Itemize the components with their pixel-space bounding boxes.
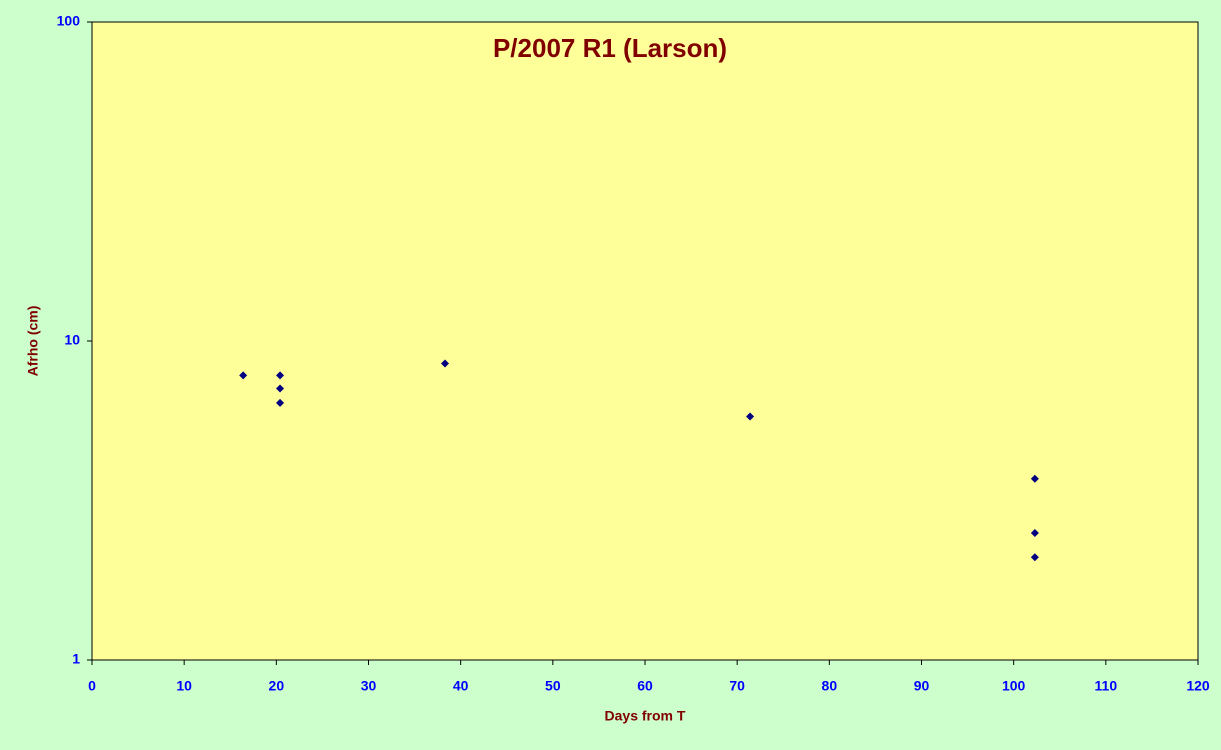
y-tick-label: 10: [64, 332, 80, 348]
data-point: [1030, 529, 1039, 538]
data-point: [276, 371, 285, 380]
x-tick-label: 40: [453, 678, 469, 694]
x-tick-label: 70: [729, 678, 745, 694]
data-point: [440, 359, 449, 368]
x-tick-label: 60: [637, 678, 653, 694]
data-point: [1030, 474, 1039, 483]
x-tick-label: 110: [1095, 678, 1118, 694]
x-tick-label: 100: [1002, 678, 1026, 694]
y-tick-label: 1: [72, 651, 80, 667]
x-axis-title: Days from T: [605, 708, 686, 724]
chart-title: P/2007 R1 (Larson): [493, 33, 727, 63]
x-tick-label: 50: [545, 678, 561, 694]
data-point: [239, 371, 248, 380]
x-tick-label: 0: [88, 678, 96, 694]
y-axis-title: Afrho (cm): [25, 306, 41, 377]
data-point: [276, 384, 285, 393]
x-tick-label: 80: [822, 678, 838, 694]
x-tick-label: 20: [269, 678, 285, 694]
x-tick-label: 90: [914, 678, 930, 694]
x-tick-label: 10: [176, 678, 192, 694]
plot-area: [91, 21, 1199, 661]
data-point: [1030, 553, 1039, 562]
data-point: [276, 398, 285, 407]
data-point: [746, 412, 755, 421]
y-tick-label: 100: [57, 13, 81, 29]
x-tick-label: 30: [361, 678, 377, 694]
x-tick-label: 120: [1186, 678, 1210, 694]
